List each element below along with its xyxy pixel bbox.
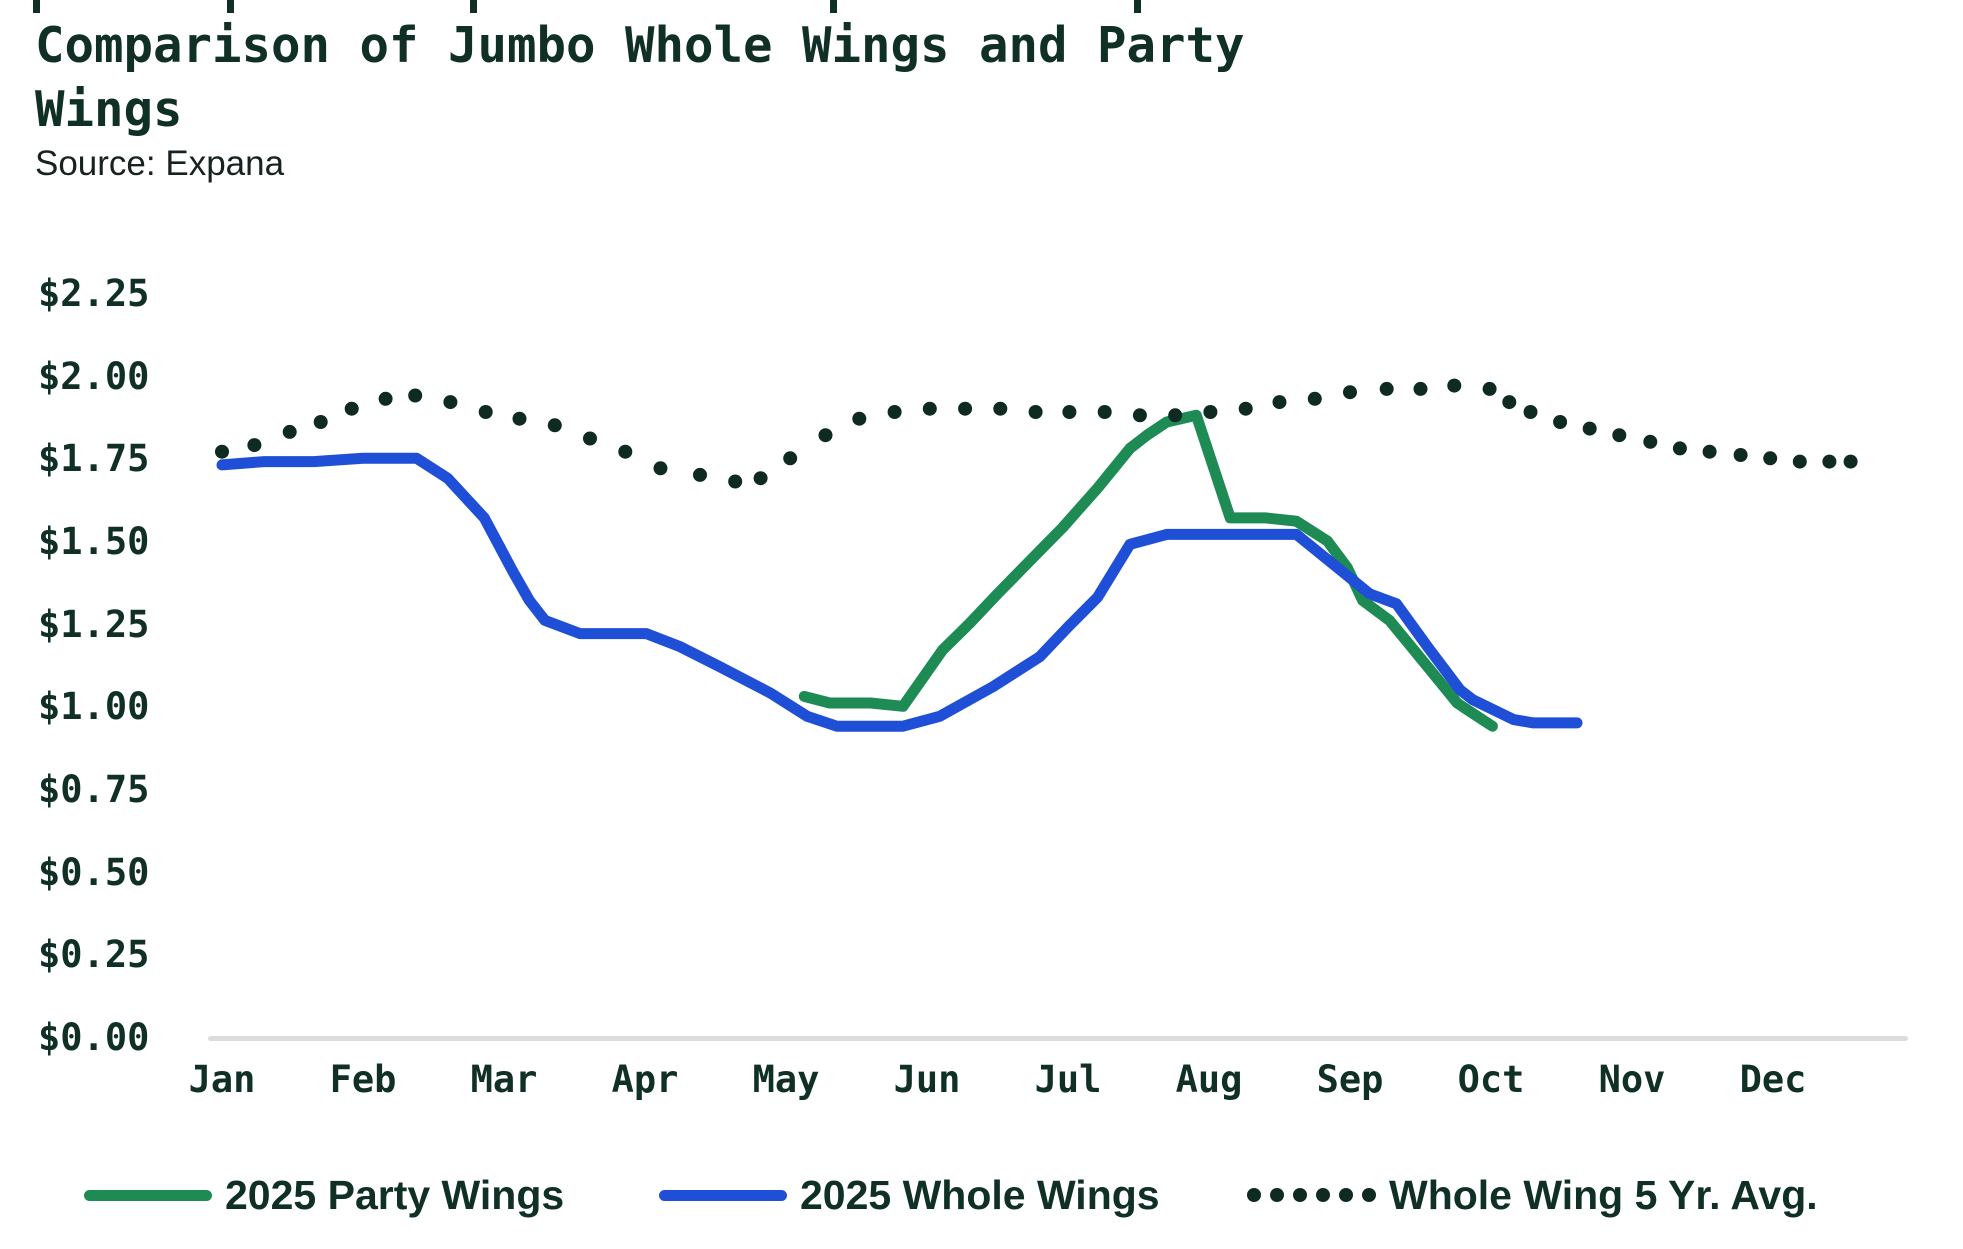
y-tick-label: $2.00	[38, 354, 150, 398]
y-tick-label: $1.50	[38, 519, 150, 563]
y-tick-label: $1.75	[38, 437, 150, 481]
whole-wings-line-swatch	[659, 1189, 787, 1201]
x-tick-label: Jun	[893, 1058, 961, 1101]
y-tick-label: $0.75	[38, 767, 150, 811]
x-tick-label: Nov	[1598, 1058, 1666, 1101]
legend-item-party-wings: 2025 Party Wings	[84, 1163, 564, 1227]
crop-artifact-mark	[470, 0, 477, 13]
five-yr-avg-dotted-line	[215, 378, 1858, 489]
crop-artifact-mark	[33, 0, 40, 13]
legend-label-whole-wings: 2025 Whole Wings	[800, 1171, 1160, 1218]
legend-item-five-yr-avg: Whole Wing 5 Yr. Avg.	[1247, 1163, 1818, 1227]
y-tick-label: $0.50	[38, 850, 150, 894]
x-tick-label: Aug	[1175, 1058, 1243, 1101]
y-tick-label: $1.25	[38, 602, 150, 646]
x-tick-label: Feb	[329, 1058, 397, 1101]
y-tick-label: $0.25	[38, 933, 150, 977]
y-tick-label: $0.00	[38, 1016, 150, 1059]
legend-item-whole-wings: 2025 Whole Wings	[659, 1163, 1160, 1227]
y-tick-label: $2.25	[38, 271, 150, 315]
2025-party-wings-line	[798, 409, 1498, 732]
five-yr-avg-dotted-swatch	[1247, 1188, 1376, 1202]
x-tick-label: May	[752, 1058, 820, 1101]
chart-title: Comparison of Jumbo Whole Wings and Part…	[35, 17, 1245, 138]
crop-artifact-mark	[227, 0, 234, 13]
x-tick-label: Mar	[470, 1058, 538, 1101]
legend-label-party-wings: 2025 Party Wings	[225, 1171, 565, 1218]
x-tick-label: Jan	[188, 1058, 256, 1101]
crop-artifact-mark	[830, 0, 837, 13]
chart-source-caption: Source: Expana	[35, 144, 285, 183]
x-tick-label: Oct	[1457, 1058, 1525, 1101]
x-tick-label: Dec	[1739, 1058, 1807, 1101]
party-wings-line-swatch	[84, 1189, 212, 1201]
chart-legend: 2025 Party Wings 2025 Whole Wings Whole …	[0, 1163, 1963, 1227]
x-tick-label: Jul	[1034, 1058, 1102, 1101]
legend-label-five-yr-avg: Whole Wing 5 Yr. Avg.	[1389, 1171, 1818, 1218]
crop-artifact-mark	[1134, 0, 1141, 13]
x-tick-label: Apr	[611, 1058, 679, 1101]
x-axis-baseline	[208, 1036, 1908, 1041]
2025-whole-wings-line	[216, 452, 1583, 732]
x-tick-label: Sep	[1316, 1058, 1384, 1101]
y-tick-label: $1.00	[38, 685, 150, 729]
